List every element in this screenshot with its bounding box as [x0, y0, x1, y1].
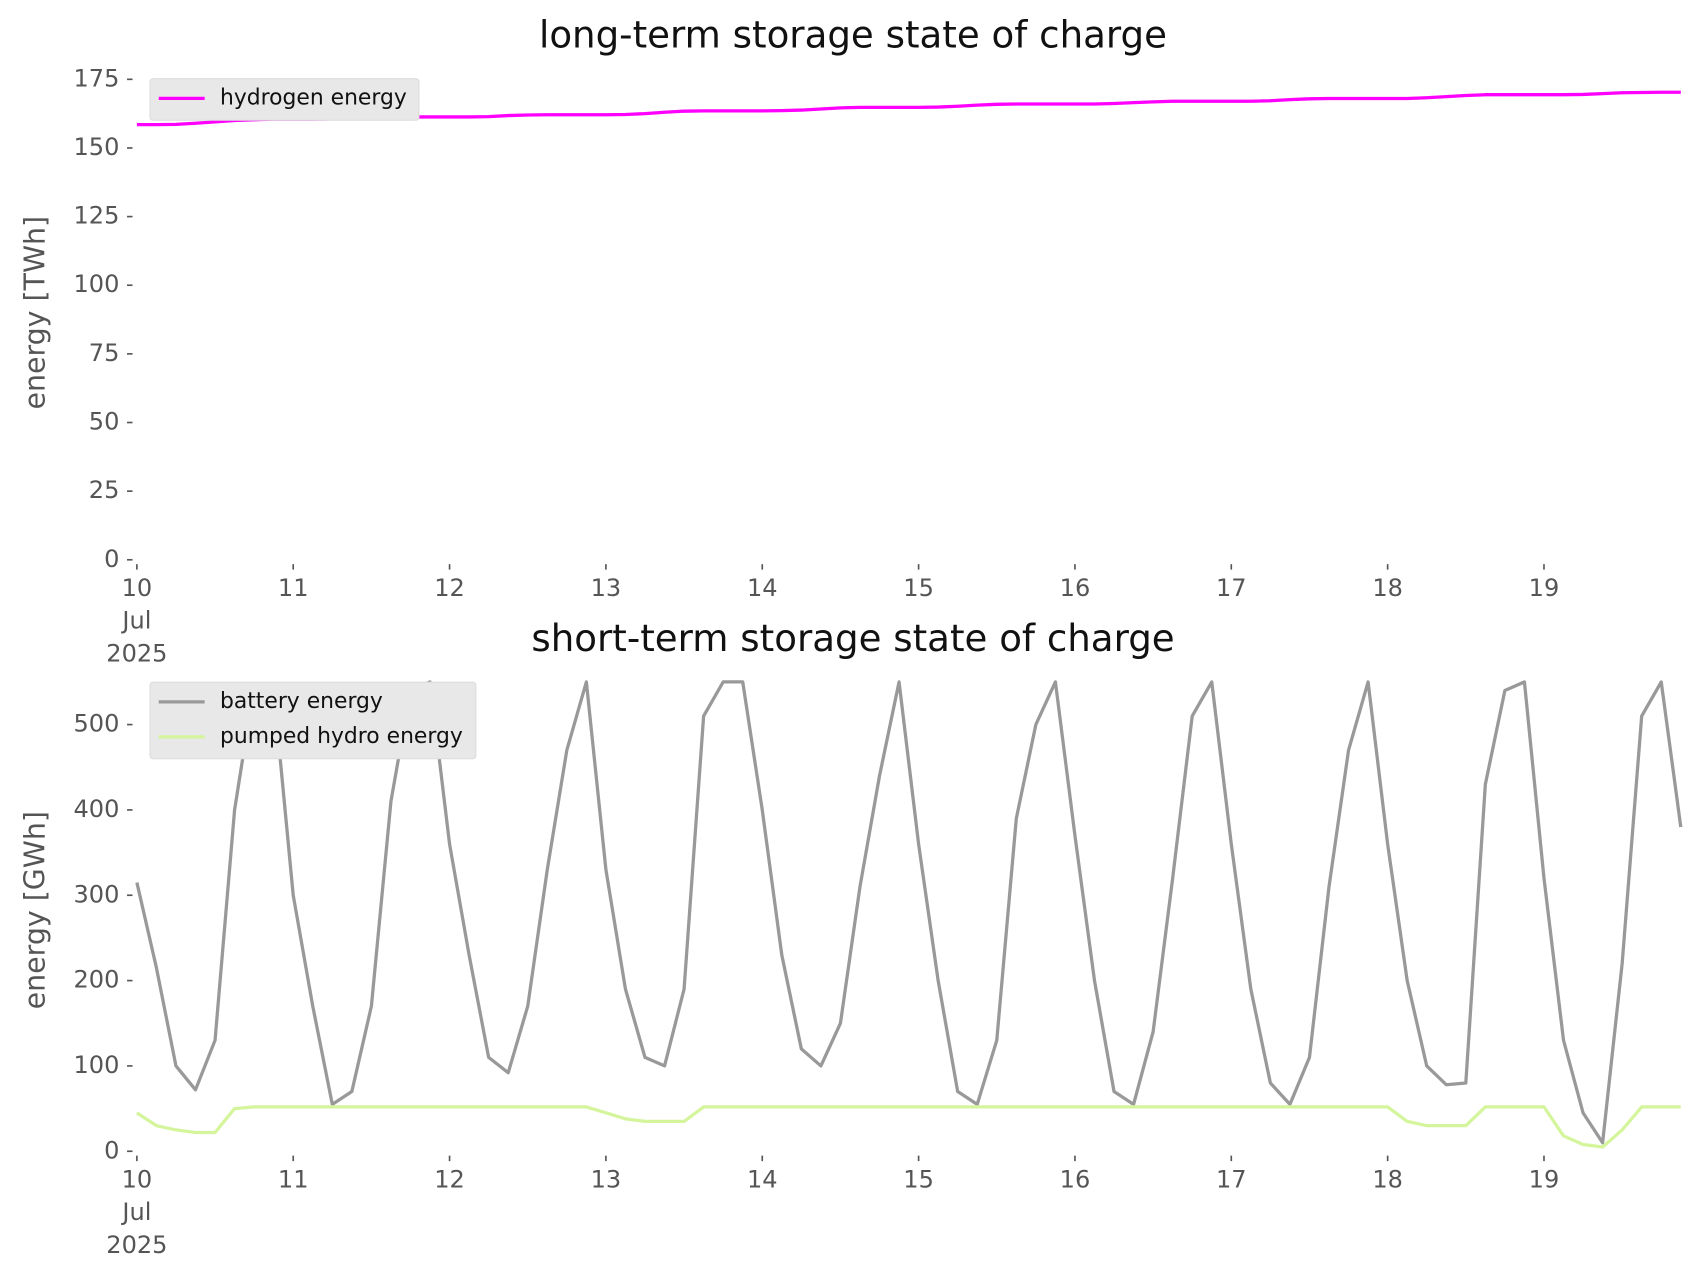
series-line	[135, 680, 1683, 1145]
y-tick-label: 200	[73, 966, 119, 994]
x-tick-label-box: 19	[1528, 1166, 1560, 1194]
x-tick-label: 15	[903, 575, 934, 603]
x-tick-label: 13	[590, 1166, 622, 1194]
x-tick-label: 16	[1059, 1166, 1091, 1194]
x-tick-label: 14	[746, 1166, 778, 1194]
x-tick-label-box: 10 Jul 2025	[106, 1166, 168, 1260]
x-tick-label-box: 11	[277, 575, 309, 603]
x-tick-label-box: 13	[590, 1166, 622, 1194]
x-tick-label-box: 18	[1372, 1166, 1403, 1194]
y-tick-label: 0	[104, 1136, 119, 1164]
x-tick-label-box: 14	[746, 1166, 778, 1194]
x-tick-label: 18	[1372, 1166, 1403, 1194]
x-tick-label-box: 18	[1372, 575, 1403, 603]
x-tick-label: 14	[746, 575, 778, 603]
chart-title: short-term storage state of charge	[531, 616, 1174, 660]
x-tick-label-box: 16	[1059, 1166, 1091, 1194]
series-line	[135, 1105, 1681, 1149]
legend-label: battery energy	[220, 689, 383, 714]
x-tick-label: 12	[434, 1166, 465, 1194]
y-tick-label: 125	[73, 202, 119, 230]
x-tick-label: 10 Jul 2025	[106, 1166, 168, 1260]
y-tick-label: 50	[89, 408, 120, 436]
y-tick-label: 25	[89, 476, 120, 504]
y-tick-label: 0	[104, 545, 119, 573]
legend-box	[149, 681, 477, 760]
y-tick-label: 100	[73, 270, 119, 298]
x-tick-label-box: 12	[434, 575, 465, 603]
x-tick-label: 13	[590, 575, 622, 603]
x-tick-label-box: 19	[1528, 575, 1560, 603]
legend-label: pumped hydro energy	[220, 724, 463, 749]
x-tick-label: 16	[1059, 575, 1091, 603]
x-tick-label-box: 15	[903, 575, 934, 603]
y-tick-label: 100	[73, 1051, 119, 1079]
x-tick-label-box: 13	[590, 575, 622, 603]
x-tick-label-box: 16	[1059, 575, 1091, 603]
x-tick-label: 18	[1372, 575, 1403, 603]
x-tick-label: 19	[1528, 1166, 1560, 1194]
x-tick-label: 10 Jul 2025	[106, 575, 168, 669]
x-tick-label: 12	[434, 575, 465, 603]
x-tick-label: 15	[903, 1166, 934, 1194]
x-tick-label-box: 15	[903, 1166, 934, 1194]
y-tick-label: 500	[73, 710, 119, 738]
y-tick-label: 300	[73, 880, 119, 908]
y-axis-label: energy [TWh]	[18, 216, 51, 410]
x-tick-label-box: 17	[1215, 1166, 1247, 1194]
y-tick-label: 75	[89, 339, 120, 367]
legend-box	[149, 78, 420, 121]
y-tick-label: 175	[73, 64, 119, 92]
x-tick-label-box: 11	[277, 1166, 309, 1194]
x-tick-label-box: 10 Jul 2025	[106, 575, 168, 669]
x-tick-label-box: 12	[434, 1166, 465, 1194]
y-tick-label: 150	[73, 133, 119, 161]
y-axis-label: energy [GWh]	[18, 811, 51, 1009]
x-tick-label: 17	[1215, 1166, 1247, 1194]
chart-title: long-term storage state of charge	[539, 13, 1167, 57]
x-tick-label: 11	[277, 575, 309, 603]
x-tick-label: 11	[277, 1166, 309, 1194]
x-tick-label: 19	[1528, 575, 1560, 603]
y-tick-label: 400	[73, 795, 119, 823]
x-tick-label: 17	[1215, 575, 1247, 603]
x-tick-label-box: 14	[746, 575, 778, 603]
legend-label: hydrogen energy	[220, 85, 407, 110]
x-tick-label-box: 17	[1215, 575, 1247, 603]
